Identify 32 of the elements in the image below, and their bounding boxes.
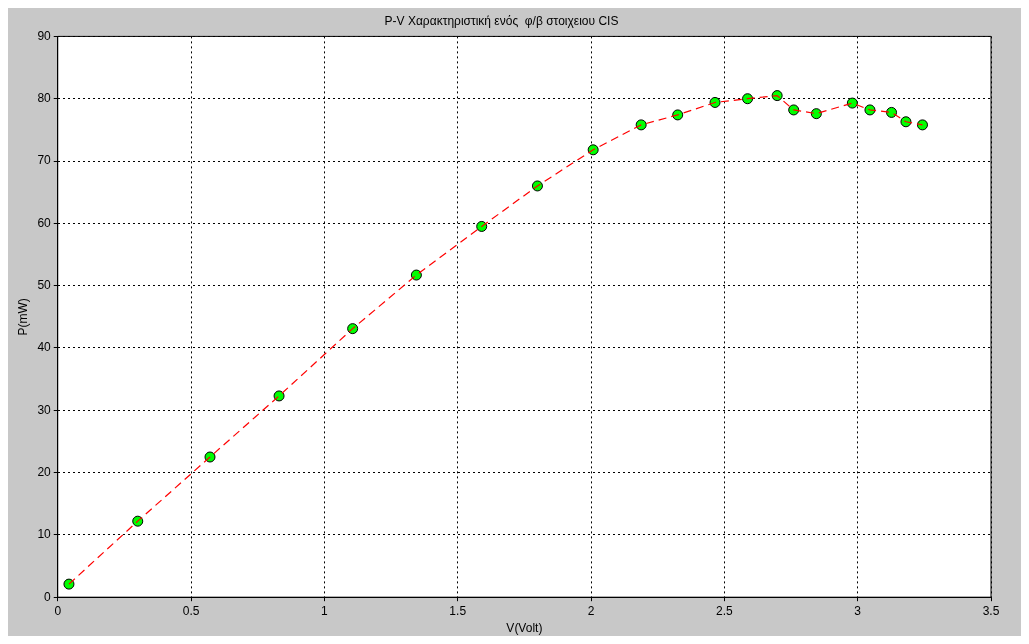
chart-title: P-V Χαρακτηριστική ενός φ/β στοιχειου CIS [384, 13, 619, 28]
y-tick-label: 40 [37, 340, 52, 355]
point [742, 93, 754, 105]
point [810, 108, 822, 120]
y-axis-title: P(mW) [15, 298, 30, 336]
x-tick-label: 0.5 [182, 603, 200, 618]
point [204, 451, 216, 463]
y-tick-label: 90 [37, 28, 52, 43]
x-tick-label: 1 [321, 603, 329, 618]
y-tick-label: 20 [37, 464, 52, 479]
y-tick-label: 70 [37, 153, 52, 168]
x-axis-title: V(Volt) [506, 621, 543, 636]
point [63, 578, 75, 590]
x-tick-label: 0 [54, 603, 62, 618]
y-tick-label: 80 [37, 91, 52, 106]
point [846, 97, 858, 109]
y-tick-label: 30 [37, 402, 52, 417]
point [410, 269, 422, 281]
point [886, 106, 898, 118]
y-tick-label: 50 [37, 277, 52, 292]
y-tick-label: 60 [37, 215, 52, 230]
point [709, 96, 721, 108]
point [635, 119, 647, 131]
y-tick-label: 0 [44, 589, 52, 604]
point [273, 390, 285, 402]
x-tick-label: 1.5 [449, 603, 467, 618]
x-tick-label: 3 [854, 603, 862, 618]
y-tick-label: 10 [37, 527, 52, 542]
x-tick-label: 2.5 [716, 603, 734, 618]
x-tick-label: 3.5 [982, 603, 1000, 618]
x-tick-label: 2 [587, 603, 595, 618]
point [476, 220, 488, 232]
